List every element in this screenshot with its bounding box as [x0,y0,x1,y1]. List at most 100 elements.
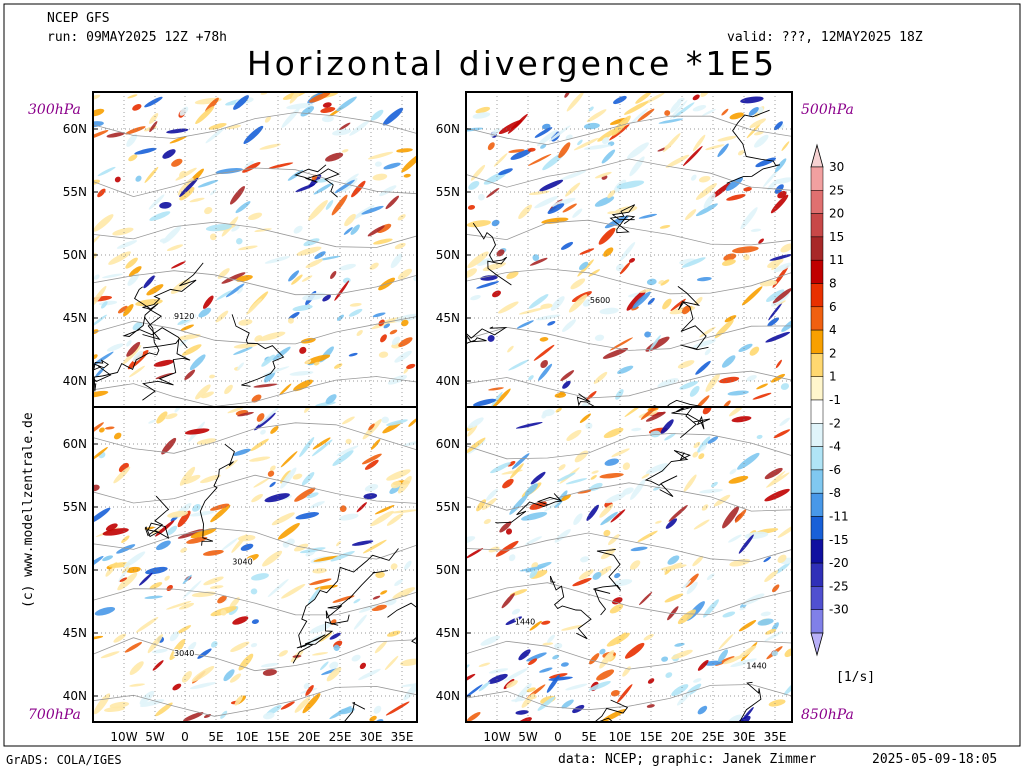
divergence-streak [501,593,515,609]
divergence-streak [566,429,582,441]
divergence-streak [764,570,779,582]
divergence-streak [237,534,256,542]
divergence-streak [391,336,401,346]
contour-line [466,219,792,246]
divergence-streak [725,177,743,191]
colorbar-segment [810,353,824,377]
divergence-streak [507,461,516,467]
divergence-streak [370,439,381,450]
divergence-streak [368,423,375,431]
divergence-streak [611,448,630,458]
divergence-streak [662,298,672,310]
divergence-streak [478,193,485,201]
divergence-streak [166,584,173,592]
colorbar-segment [810,213,824,238]
divergence-streak [608,534,620,546]
divergence-streak [281,583,306,599]
divergence-streak [216,290,232,301]
divergence-streak [482,498,497,510]
divergence-streak [293,379,314,392]
divergence-streak [394,242,406,250]
divergence-streak [93,693,111,715]
divergence-streak [125,126,146,135]
divergence-streak [518,649,531,661]
divergence-streak [658,279,664,285]
divergence-streak [562,380,571,389]
divergence-streak [203,576,224,586]
divergence-streak [599,307,619,315]
longitude-tick-label: 10E [609,730,632,744]
divergence-streak [370,510,394,527]
divergence-streak [770,373,786,383]
colorbar-segment [810,306,824,331]
divergence-streak [593,371,608,384]
divergence-streak [197,179,219,188]
divergence-streak [766,472,790,488]
divergence-streak [505,528,513,535]
divergence-streak [325,394,337,405]
divergence-streak [244,160,254,169]
divergence-streak [225,459,238,470]
border-line [294,164,340,198]
divergence-streak [665,154,690,168]
divergence-streak [607,211,616,215]
divergence-streak [253,383,278,388]
divergence-streak [269,481,276,488]
divergence-streak [361,453,382,465]
divergence-streak [223,669,235,682]
divergence-streak [495,540,519,557]
level-label-300: 300hPa [28,102,81,118]
divergence-streak [292,304,313,312]
divergence-streak [233,346,253,355]
divergence-streak [248,212,263,220]
divergence-streak [270,425,279,434]
divergence-streak [742,593,765,606]
divergence-streak [764,467,783,480]
divergence-streak [735,509,747,523]
divergence-streak [181,671,192,683]
divergence-streak [403,367,409,374]
divergence-streak [97,166,116,177]
divergence-streak [295,512,320,520]
divergence-streak [530,471,546,485]
divergence-streak [488,673,508,684]
divergence-streak [669,100,688,120]
divergence-streak [349,120,370,136]
divergence-streak [573,513,583,526]
divergence-streak [777,523,792,538]
divergence-streak [771,263,781,270]
divergence-streak [311,439,333,457]
divergence-streak [749,346,760,356]
divergence-streak [528,294,549,309]
divergence-streak [718,633,734,650]
divergence-streak [768,699,786,707]
divergence-streak [267,470,275,477]
divergence-streak [93,635,104,640]
contour-line [466,482,792,512]
contour-label: 3040 [232,558,252,567]
divergence-streak [166,525,178,536]
divergence-streak [180,324,194,331]
divergence-streak [383,162,401,170]
divergence-streak [215,310,229,323]
divergence-streak [179,187,195,201]
divergence-streak [135,175,142,182]
divergence-streak [529,257,548,266]
divergence-streak [128,266,142,277]
colorbar-segment [810,399,824,424]
divergence-streak [100,651,120,659]
latitude-tick-label: 60N [63,122,87,136]
divergence-streak [249,456,271,462]
divergence-streak [486,187,500,198]
divergence-streak [541,412,547,419]
divergence-streak [156,411,168,424]
latitude-tick-label: 60N [63,437,87,451]
colorbar-label: -25 [829,579,849,593]
divergence-streak [728,534,742,543]
divergence-streak [159,201,172,209]
divergence-streak [106,132,126,138]
divergence-streak [280,451,298,468]
divergence-streak [702,407,712,415]
divergence-streak [386,469,411,481]
divergence-streak [348,308,363,317]
